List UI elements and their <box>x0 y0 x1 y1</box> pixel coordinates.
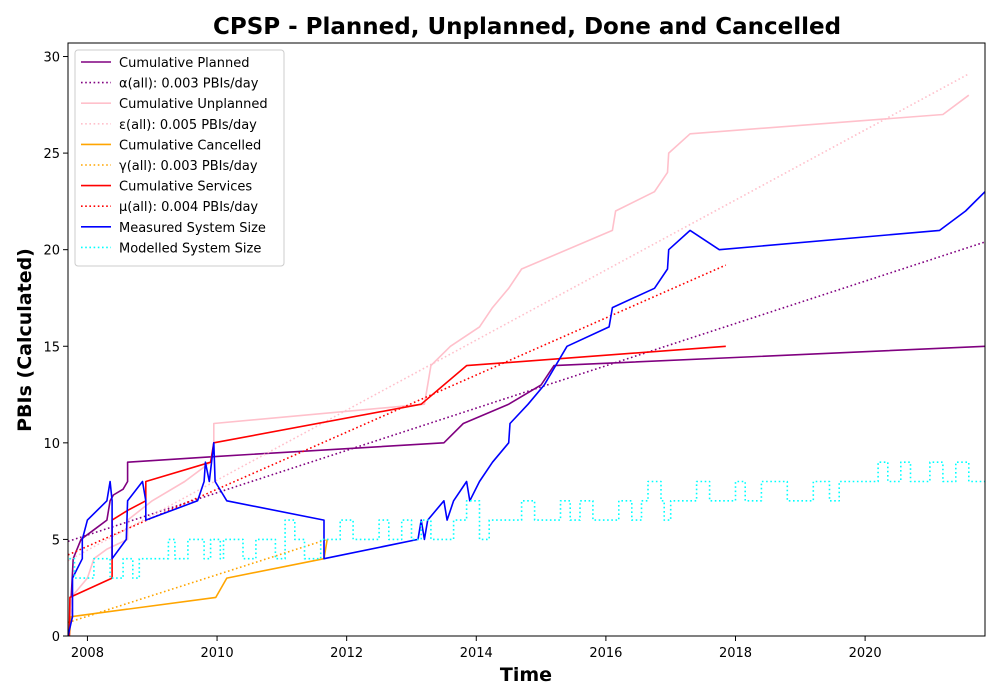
x-tick-label: 2008 <box>71 646 104 661</box>
y-tick-label: 20 <box>43 244 60 259</box>
legend-label-measured-system-size: Measured System Size <box>119 221 266 236</box>
x-tick-label: 2014 <box>460 646 493 661</box>
x-axis: 2008 2010 2012 2014 2016 2018 2020 <box>71 636 882 661</box>
series-line-all-0-003-pbis-day <box>68 538 328 624</box>
legend-label-cumulative-services: Cumulative Services <box>119 180 252 195</box>
x-tick-label: 2018 <box>719 646 752 661</box>
legend-label-cumulative-planned: Cumulative Planned <box>119 56 249 71</box>
x-tick-label: 2016 <box>589 646 622 661</box>
plot-frame <box>67 42 986 637</box>
x-axis-title: Time <box>500 664 552 686</box>
legend-label-cumulative-unplanned: Cumulative Unplanned <box>119 97 268 112</box>
y-axis: 0 5 10 15 20 25 30 <box>43 51 68 645</box>
series-line-cumulative-unplanned <box>68 94 970 636</box>
legend-label-all-0-003-pbis-day: α(all): 0.003 PBIs/day <box>119 77 259 92</box>
y-tick-label: 25 <box>43 147 60 162</box>
legend: Cumulative Planned α(all): 0.003 PBIs/day… <box>74 49 285 267</box>
x-tick-label: 2020 <box>849 646 882 661</box>
series-line-cumulative-planned <box>68 345 985 636</box>
y-tick-label: 30 <box>43 51 60 66</box>
y-axis-title: PBIs (Calculated) <box>14 248 36 432</box>
legend-box <box>74 49 285 267</box>
y-tick-label: 0 <box>52 630 60 645</box>
legend-label-cumulative-cancelled: Cumulative Cancelled <box>119 138 261 153</box>
series-line-modelled-system-size <box>69 461 985 579</box>
y-tick-label: 15 <box>43 340 60 355</box>
series-layer <box>68 73 985 636</box>
series-line-all-0-005-pbis-day <box>68 73 970 562</box>
legend-label-modelled-system-size: Modelled System Size <box>119 241 261 256</box>
series-line-measured-system-size <box>68 191 985 636</box>
legend-label-all-0-004-pbis-day: μ(all): 0.004 PBIs/day <box>119 200 258 215</box>
y-tick-label: 10 <box>43 437 60 452</box>
x-tick-label: 2010 <box>201 646 234 661</box>
chart-title: CPSP - Planned, Unplanned, Done and Canc… <box>213 14 841 40</box>
legend-label-all-0-005-pbis-day: ε(all): 0.005 PBIs/day <box>119 118 257 133</box>
y-tick-label: 5 <box>52 533 60 548</box>
legend-label-all-0-003-pbis-day: γ(all): 0.003 PBIs/day <box>119 159 258 174</box>
x-tick-label: 2012 <box>330 646 363 661</box>
